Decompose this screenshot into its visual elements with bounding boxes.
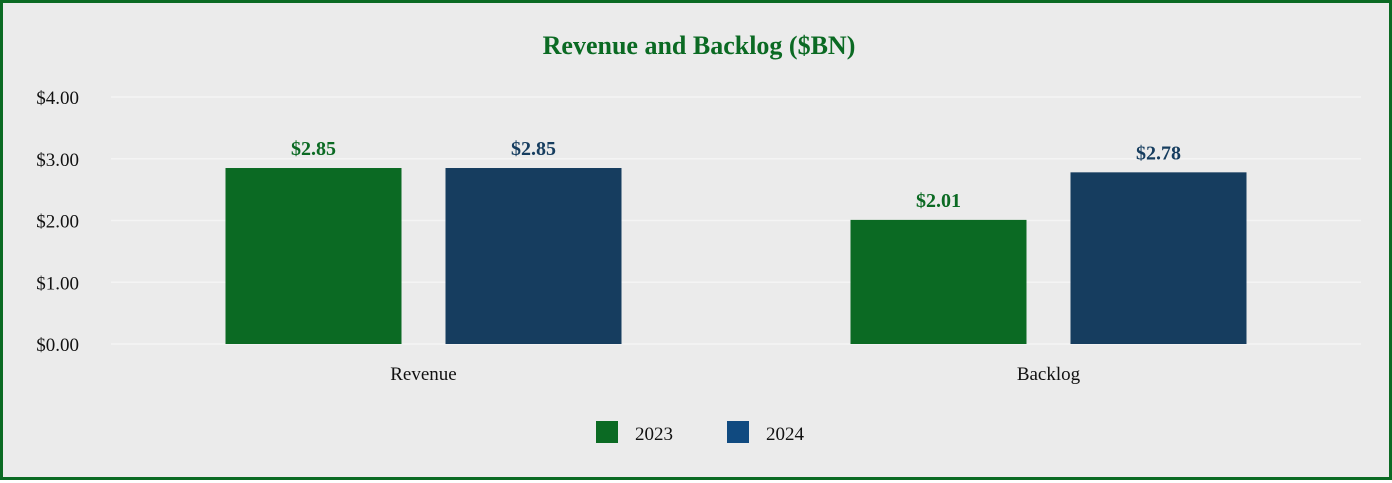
data-label: $2.01 [916, 190, 961, 212]
legend-label-2023: 2023 [635, 424, 673, 445]
data-label: $2.78 [1136, 142, 1181, 164]
data-label: $2.85 [511, 138, 556, 160]
y-tick-label: $1.00 [36, 273, 79, 294]
legend-swatch-2023 [596, 421, 618, 443]
y-tick-label: $2.00 [36, 212, 79, 233]
bar-backlog-2024 [1070, 172, 1247, 344]
bar-revenue-2024 [445, 168, 622, 344]
bar-chart: Revenue and Backlog ($BN) $0.00 $1.00 $2.0… [36, 31, 1361, 445]
y-axis: $0.00 $1.00 $2.00 $3.00 $4.00 [36, 88, 79, 356]
bar-revenue-2023 [225, 168, 402, 344]
y-tick-label: $4.00 [36, 88, 79, 109]
x-axis: Revenue Backlog [390, 364, 1080, 385]
chart-title: Revenue and Backlog ($BN) [543, 31, 856, 60]
y-tick-label: $0.00 [36, 335, 79, 356]
bars [225, 168, 1247, 344]
legend: 2023 2024 [596, 421, 805, 445]
y-tick-label: $3.00 [36, 150, 79, 171]
x-category-label: Backlog [1017, 364, 1081, 385]
legend-swatch-2024 [727, 421, 749, 443]
data-labels: $2.85 $2.85 $2.01 $2.78 [291, 138, 1181, 212]
x-category-label: Revenue [390, 364, 456, 385]
legend-label-2024: 2024 [766, 424, 805, 445]
bar-backlog-2023 [850, 219, 1027, 344]
data-label: $2.85 [291, 138, 336, 160]
